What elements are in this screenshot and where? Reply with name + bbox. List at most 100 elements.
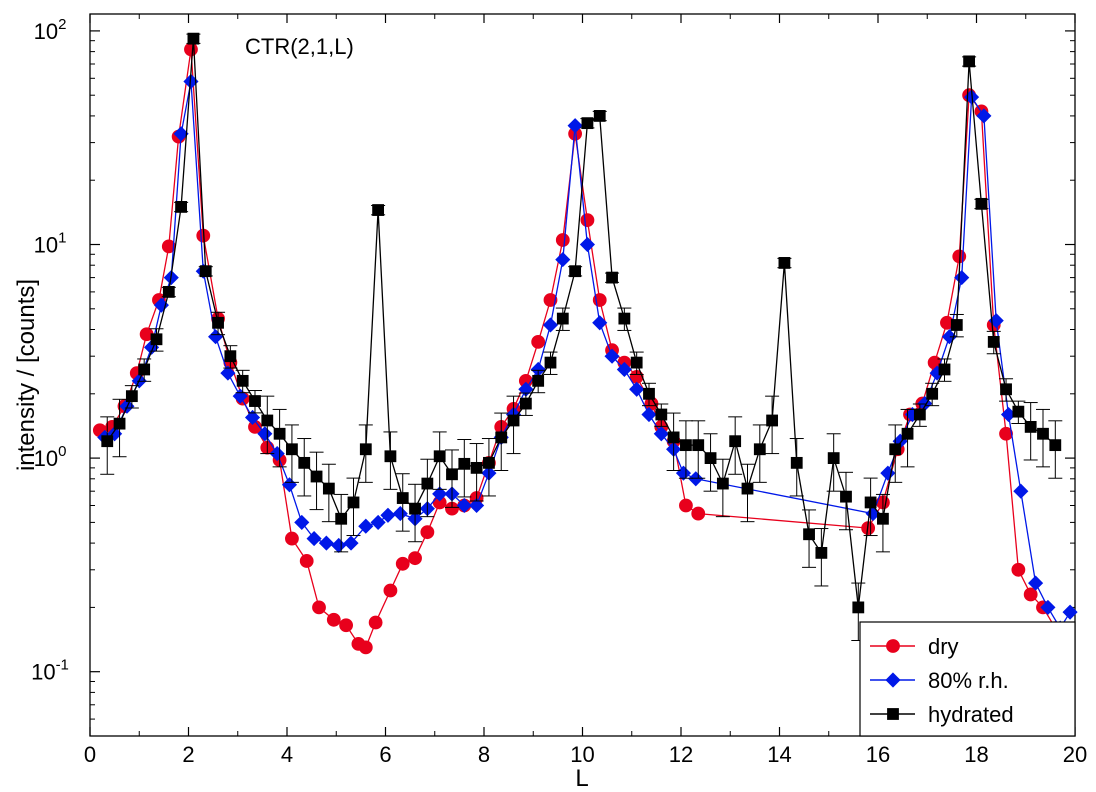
data-point bbox=[421, 477, 434, 490]
data-point bbox=[1028, 575, 1044, 591]
data-point bbox=[555, 252, 571, 268]
data-point bbox=[1037, 427, 1049, 440]
data-point bbox=[372, 204, 385, 216]
data-point bbox=[641, 406, 657, 423]
data-point bbox=[790, 456, 803, 469]
data-point bbox=[532, 374, 545, 387]
data-point bbox=[616, 361, 632, 378]
y-tick-exponent: 1 bbox=[58, 230, 66, 247]
data-point bbox=[579, 236, 595, 253]
data-point bbox=[286, 443, 298, 456]
data-point bbox=[716, 477, 729, 490]
data-point bbox=[913, 408, 926, 421]
data-point bbox=[926, 387, 939, 400]
y-tick-base: 10 bbox=[34, 233, 58, 258]
data-point bbox=[704, 452, 717, 465]
data-point bbox=[680, 439, 692, 452]
data-point bbox=[162, 285, 175, 298]
data-point bbox=[224, 350, 237, 363]
x-tick-label: 2 bbox=[182, 742, 194, 767]
data-point bbox=[556, 312, 569, 325]
data-point bbox=[380, 507, 396, 523]
data-point bbox=[507, 414, 520, 427]
data-point bbox=[433, 450, 446, 463]
series-layer bbox=[92, 32, 1078, 655]
data-point bbox=[298, 456, 311, 469]
data-point bbox=[469, 497, 485, 514]
data-point bbox=[294, 514, 310, 530]
data-point bbox=[347, 496, 360, 509]
data-point bbox=[409, 502, 421, 515]
data-point bbox=[803, 528, 815, 541]
data-point bbox=[604, 348, 620, 364]
data-point bbox=[741, 482, 754, 495]
legend-label: hydrated bbox=[928, 702, 1014, 727]
x-tick-label: 8 bbox=[478, 742, 490, 767]
data-point bbox=[273, 427, 286, 440]
data-point bbox=[544, 356, 557, 369]
data-point bbox=[1023, 587, 1038, 602]
series-hydrated bbox=[100, 32, 1063, 641]
data-point bbox=[396, 492, 409, 504]
data-point bbox=[555, 233, 570, 247]
data-point bbox=[1049, 439, 1062, 452]
data-point bbox=[456, 497, 472, 514]
legend-label: 80% r.h. bbox=[928, 668, 1009, 693]
data-point bbox=[729, 435, 742, 448]
data-point bbox=[975, 197, 988, 210]
data-point bbox=[542, 317, 559, 333]
data-point bbox=[395, 556, 410, 571]
data-point bbox=[318, 535, 334, 551]
data-point bbox=[483, 456, 495, 469]
data-point bbox=[950, 319, 963, 331]
data-point bbox=[343, 535, 359, 551]
y-tick-label: 102 bbox=[34, 16, 67, 44]
x-tick-label: 12 bbox=[669, 742, 693, 767]
data-point bbox=[815, 546, 828, 559]
data-point bbox=[175, 200, 188, 213]
data-point bbox=[184, 42, 198, 57]
data-point bbox=[261, 414, 274, 427]
data-point bbox=[1040, 599, 1056, 615]
series-80-r-h- bbox=[97, 73, 1078, 636]
data-point bbox=[827, 452, 840, 465]
data-point bbox=[446, 468, 458, 481]
y-tick-base: 10 bbox=[34, 446, 58, 471]
data-point bbox=[187, 32, 200, 45]
legend-marker bbox=[886, 639, 900, 653]
data-point bbox=[999, 426, 1013, 441]
data-point bbox=[567, 118, 583, 134]
y-tick-base: 10 bbox=[31, 660, 55, 685]
data-point bbox=[339, 618, 354, 633]
data-point bbox=[331, 537, 347, 554]
y-tick-exponent: 0 bbox=[58, 443, 66, 460]
x-tick-label: 0 bbox=[84, 742, 96, 767]
data-point bbox=[358, 640, 373, 655]
data-point bbox=[938, 363, 951, 376]
data-point bbox=[667, 431, 680, 444]
chart-annotation: CTR(2,1,L) bbox=[245, 34, 354, 59]
data-point bbox=[113, 417, 126, 430]
data-point bbox=[312, 600, 326, 615]
data-point bbox=[1012, 405, 1025, 418]
data-point bbox=[432, 486, 448, 502]
data-point bbox=[458, 457, 471, 470]
data-point bbox=[1024, 420, 1037, 433]
data-point bbox=[688, 471, 704, 487]
data-point bbox=[269, 446, 285, 462]
data-point bbox=[618, 312, 631, 325]
data-point bbox=[889, 443, 902, 456]
data-point bbox=[326, 612, 341, 627]
y-tick-base: 10 bbox=[34, 19, 58, 44]
data-point bbox=[420, 525, 435, 540]
data-point bbox=[643, 387, 655, 400]
data-point bbox=[1011, 562, 1026, 577]
data-point bbox=[199, 265, 212, 278]
data-point bbox=[580, 213, 595, 228]
data-point bbox=[495, 431, 508, 444]
data-point bbox=[220, 365, 236, 381]
data-point bbox=[531, 334, 546, 349]
y-axis-label: intensity / [counts] bbox=[13, 279, 40, 471]
legend: dry 80% r.h. hydrated bbox=[859, 621, 1076, 737]
data-point bbox=[606, 271, 618, 284]
